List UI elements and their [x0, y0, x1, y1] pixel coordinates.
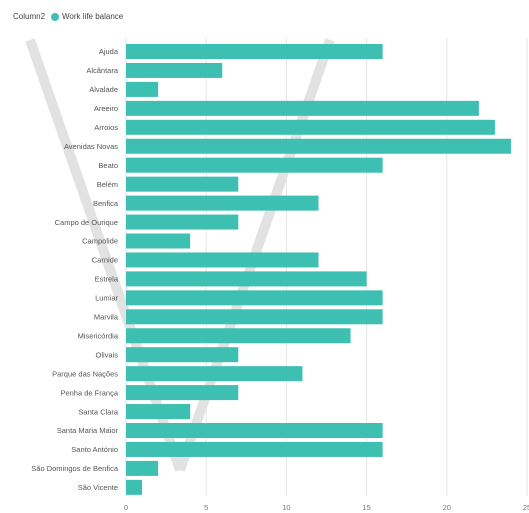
bar[interactable] [126, 366, 303, 382]
category-label: Lumiar [95, 294, 118, 303]
bar[interactable] [126, 157, 383, 173]
bar[interactable] [126, 252, 319, 268]
x-tick-label: 25 [523, 503, 529, 512]
category-label: Olivais [95, 350, 118, 359]
bar[interactable] [126, 44, 383, 59]
category-label: Marvila [94, 313, 119, 322]
bar[interactable] [126, 214, 239, 230]
x-tick-label: 20 [443, 503, 451, 512]
category-label: Misericórdia [78, 331, 119, 340]
category-label: Santo António [71, 445, 118, 454]
category-label: Santa Clara [78, 407, 118, 416]
bar[interactable] [126, 479, 143, 495]
category-label: Estrela [95, 275, 119, 284]
category-label: Arroios [94, 123, 118, 132]
category-labels: Ajuda Alcântara Alvalade Areeiro Arroios Aven… [31, 47, 119, 492]
bar[interactable] [126, 233, 191, 249]
bar[interactable] [126, 81, 159, 97]
legend-title: Column2 [13, 12, 46, 21]
category-label: Campo de Ourique [55, 218, 118, 227]
bar[interactable] [126, 290, 383, 306]
bar[interactable] [126, 271, 367, 287]
category-label: Belém [97, 180, 118, 189]
bar[interactable] [126, 119, 495, 135]
x-tick-label: 10 [282, 503, 290, 512]
bar[interactable] [126, 423, 383, 438]
x-tick-label: 15 [362, 503, 370, 512]
bar[interactable] [126, 441, 383, 457]
category-label: Santa Maria Maior [57, 426, 119, 435]
bar[interactable] [126, 62, 223, 78]
category-label: Alvalade [89, 85, 118, 94]
bar[interactable] [126, 328, 351, 344]
category-label: Campolide [82, 237, 118, 246]
legend-series-label: Work life balance [62, 12, 124, 21]
bar[interactable] [126, 404, 191, 420]
bar[interactable] [126, 138, 511, 154]
category-label: Beato [98, 161, 118, 170]
category-label: Penha de França [60, 388, 118, 397]
category-label: Areeiro [94, 104, 118, 113]
bar[interactable] [126, 385, 239, 401]
category-label: Ajuda [99, 47, 119, 56]
bar[interactable] [126, 176, 239, 192]
category-label: Parque das Nações [52, 369, 118, 378]
x-tick-label: 5 [204, 503, 208, 512]
x-axis-ticks: 0 5 10 15 20 25 [124, 503, 529, 512]
bar[interactable] [126, 309, 383, 325]
category-label: Avenidas Novas [64, 142, 118, 151]
category-label: São Domingos de Benfica [31, 464, 119, 473]
x-tick-label: 0 [124, 503, 128, 512]
chart-legend: Column2 Work life balance [13, 12, 123, 21]
category-label: Alcântara [86, 66, 119, 75]
bar[interactable] [126, 460, 159, 476]
category-label: Carnide [92, 256, 118, 265]
category-label: São Vicente [78, 483, 118, 492]
legend-swatch-icon [51, 12, 60, 21]
bar[interactable] [126, 347, 239, 363]
bar[interactable] [126, 195, 319, 211]
bar[interactable] [126, 100, 479, 116]
category-label: Benfica [93, 199, 119, 208]
bars-group [126, 44, 511, 495]
